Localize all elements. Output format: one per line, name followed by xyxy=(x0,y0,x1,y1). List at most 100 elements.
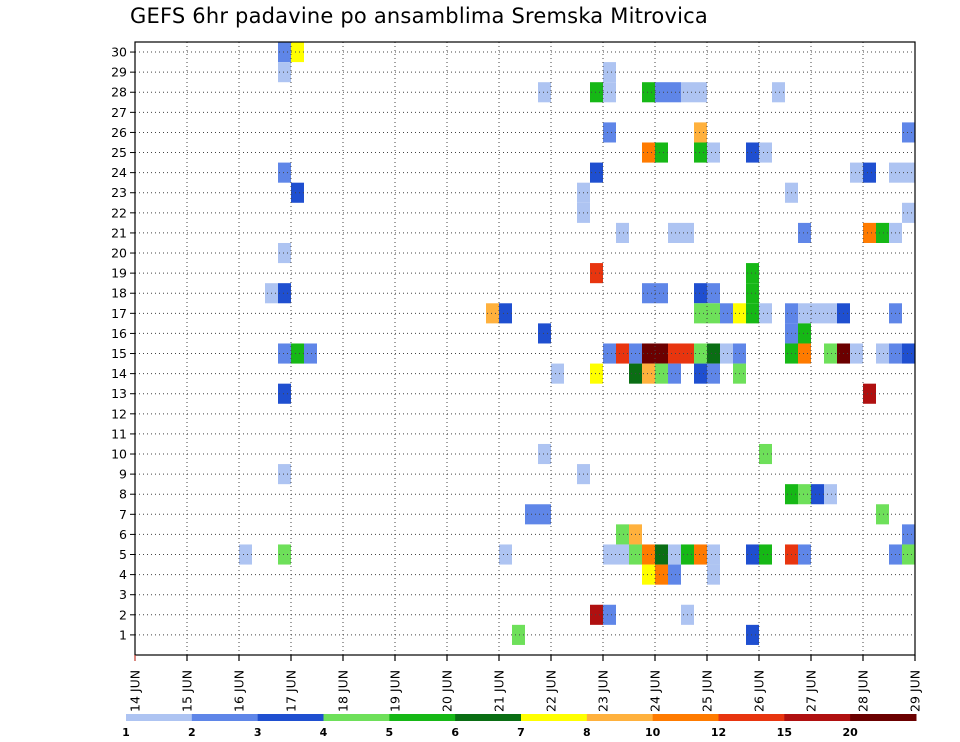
heatmap-cell xyxy=(668,222,681,243)
heatmap-cell xyxy=(694,82,707,103)
heatmap-cell xyxy=(863,162,876,183)
colorbar-tick-label: 4 xyxy=(320,726,328,739)
heatmap-cell xyxy=(590,82,603,103)
plot-frame xyxy=(134,41,916,656)
x-tick-label: 18 JUN xyxy=(336,670,351,712)
heatmap-cell xyxy=(668,82,681,103)
heatmap-cell xyxy=(655,283,668,304)
x-axis: 14 JUN 15 JUN 16 JUN 17 JUN 18 JUN 19 JUN 20 J… xyxy=(128,655,923,712)
y-tick-label: 12 xyxy=(111,406,127,421)
heatmap-cell xyxy=(759,443,772,465)
heatmap-cell xyxy=(486,303,499,324)
heatmap-cell xyxy=(811,484,824,505)
heatmap-cell xyxy=(876,504,889,525)
y-tick-label: 29 xyxy=(111,65,127,80)
y-tick-label: 3 xyxy=(119,587,127,602)
heatmap-cell xyxy=(811,303,824,324)
y-tick-label: 24 xyxy=(111,165,127,180)
heatmap-cell xyxy=(902,544,915,565)
heatmap-cell xyxy=(759,303,772,324)
x-tick-label: 17 JUN xyxy=(284,670,299,712)
heatmap-cell xyxy=(642,564,655,585)
heatmap-cell xyxy=(239,544,252,565)
heatmap-cell xyxy=(707,283,720,304)
heatmap-cell xyxy=(551,363,564,384)
heatmap-cell xyxy=(291,42,304,63)
y-tick-label: 30 xyxy=(111,45,127,60)
heatmap-cell xyxy=(694,122,707,143)
colorbar-bin xyxy=(257,714,324,721)
heatmap-cell xyxy=(850,343,863,364)
heatmap-cell xyxy=(759,142,772,163)
heatmap-cell xyxy=(902,122,915,143)
heatmap-cell xyxy=(278,242,291,264)
heatmap-cell xyxy=(616,544,629,565)
heatmap-cell xyxy=(291,343,304,364)
heatmap-cell xyxy=(499,303,512,324)
colorbar-bin xyxy=(389,714,456,721)
y-tick-label: 15 xyxy=(111,346,127,361)
heatmap-cell xyxy=(603,343,616,364)
chart-title: GEFS 6hr padavine po ansamblima Sremska … xyxy=(130,4,708,28)
heatmap-cell xyxy=(668,363,681,384)
heatmap-cell xyxy=(655,343,668,364)
heatmap-cell xyxy=(798,544,811,565)
x-tick-label: 19 JUN xyxy=(388,670,403,712)
heatmap-cell xyxy=(603,122,616,143)
x-tick-label: 29 JUN xyxy=(908,670,923,712)
heatmap-cell xyxy=(278,343,291,364)
heatmap-cell xyxy=(798,343,811,364)
heatmap-cell xyxy=(798,323,811,344)
heatmap-cell xyxy=(655,142,668,163)
heatmap-cell xyxy=(668,343,681,364)
heatmap-cell xyxy=(603,62,616,83)
colorbar-bin xyxy=(652,714,719,721)
heatmap-cell xyxy=(278,162,291,183)
heatmap-cell xyxy=(538,504,551,525)
heatmap-cell xyxy=(278,544,291,565)
heatmap-cell xyxy=(902,343,915,364)
heatmap-cell xyxy=(707,564,720,585)
colorbar-tick-label: 10 xyxy=(645,726,661,739)
x-tick-label: 25 JUN xyxy=(700,670,715,712)
heatmap-cell xyxy=(278,283,291,304)
x-tick-label: 26 JUN xyxy=(752,670,767,712)
heatmap-cell xyxy=(642,343,655,364)
colorbar-tick-label: 1 xyxy=(122,726,130,739)
y-tick-label: 9 xyxy=(119,467,127,482)
y-tick-label: 26 xyxy=(111,125,127,140)
y-tick-label: 1 xyxy=(119,627,127,642)
heatmap-cell xyxy=(902,202,915,223)
colorbar-tick-label: 7 xyxy=(517,726,525,739)
y-tick-label: 8 xyxy=(119,487,127,502)
heatmap-cell xyxy=(538,323,551,344)
heatmap-cell xyxy=(590,604,603,625)
heatmap-cell xyxy=(278,464,291,485)
colorbar-tick-label: 3 xyxy=(254,726,262,739)
x-tick-label: 14 JUN xyxy=(128,670,143,712)
heatmap-cell xyxy=(746,624,759,645)
colorbar-bin xyxy=(455,714,522,721)
heatmap-cell xyxy=(603,82,616,103)
colorbar-tick-label: 20 xyxy=(843,726,859,739)
heatmap-cell xyxy=(746,544,759,565)
heatmap-cell xyxy=(512,624,525,645)
heatmap-cell xyxy=(772,82,785,103)
colorbar-tick-label: 2 xyxy=(188,726,196,739)
heatmap-cell xyxy=(902,162,915,183)
x-tick-label: 27 JUN xyxy=(804,670,819,712)
y-tick-label: 10 xyxy=(111,447,127,462)
heatmap-cell xyxy=(902,524,915,545)
colorbar-bin xyxy=(586,714,654,721)
heatmap-cell xyxy=(616,222,629,243)
heatmap-cell xyxy=(655,82,668,103)
heatmap-cell xyxy=(759,544,772,565)
heatmap-cell xyxy=(499,544,512,565)
heatmap-cell xyxy=(720,343,733,364)
heatmap-cell xyxy=(668,544,681,565)
x-tick-label: 20 JUN xyxy=(440,670,455,712)
heatmap-cell xyxy=(642,283,655,304)
heatmap-cell xyxy=(824,343,837,364)
heatmap-cell xyxy=(616,343,629,364)
